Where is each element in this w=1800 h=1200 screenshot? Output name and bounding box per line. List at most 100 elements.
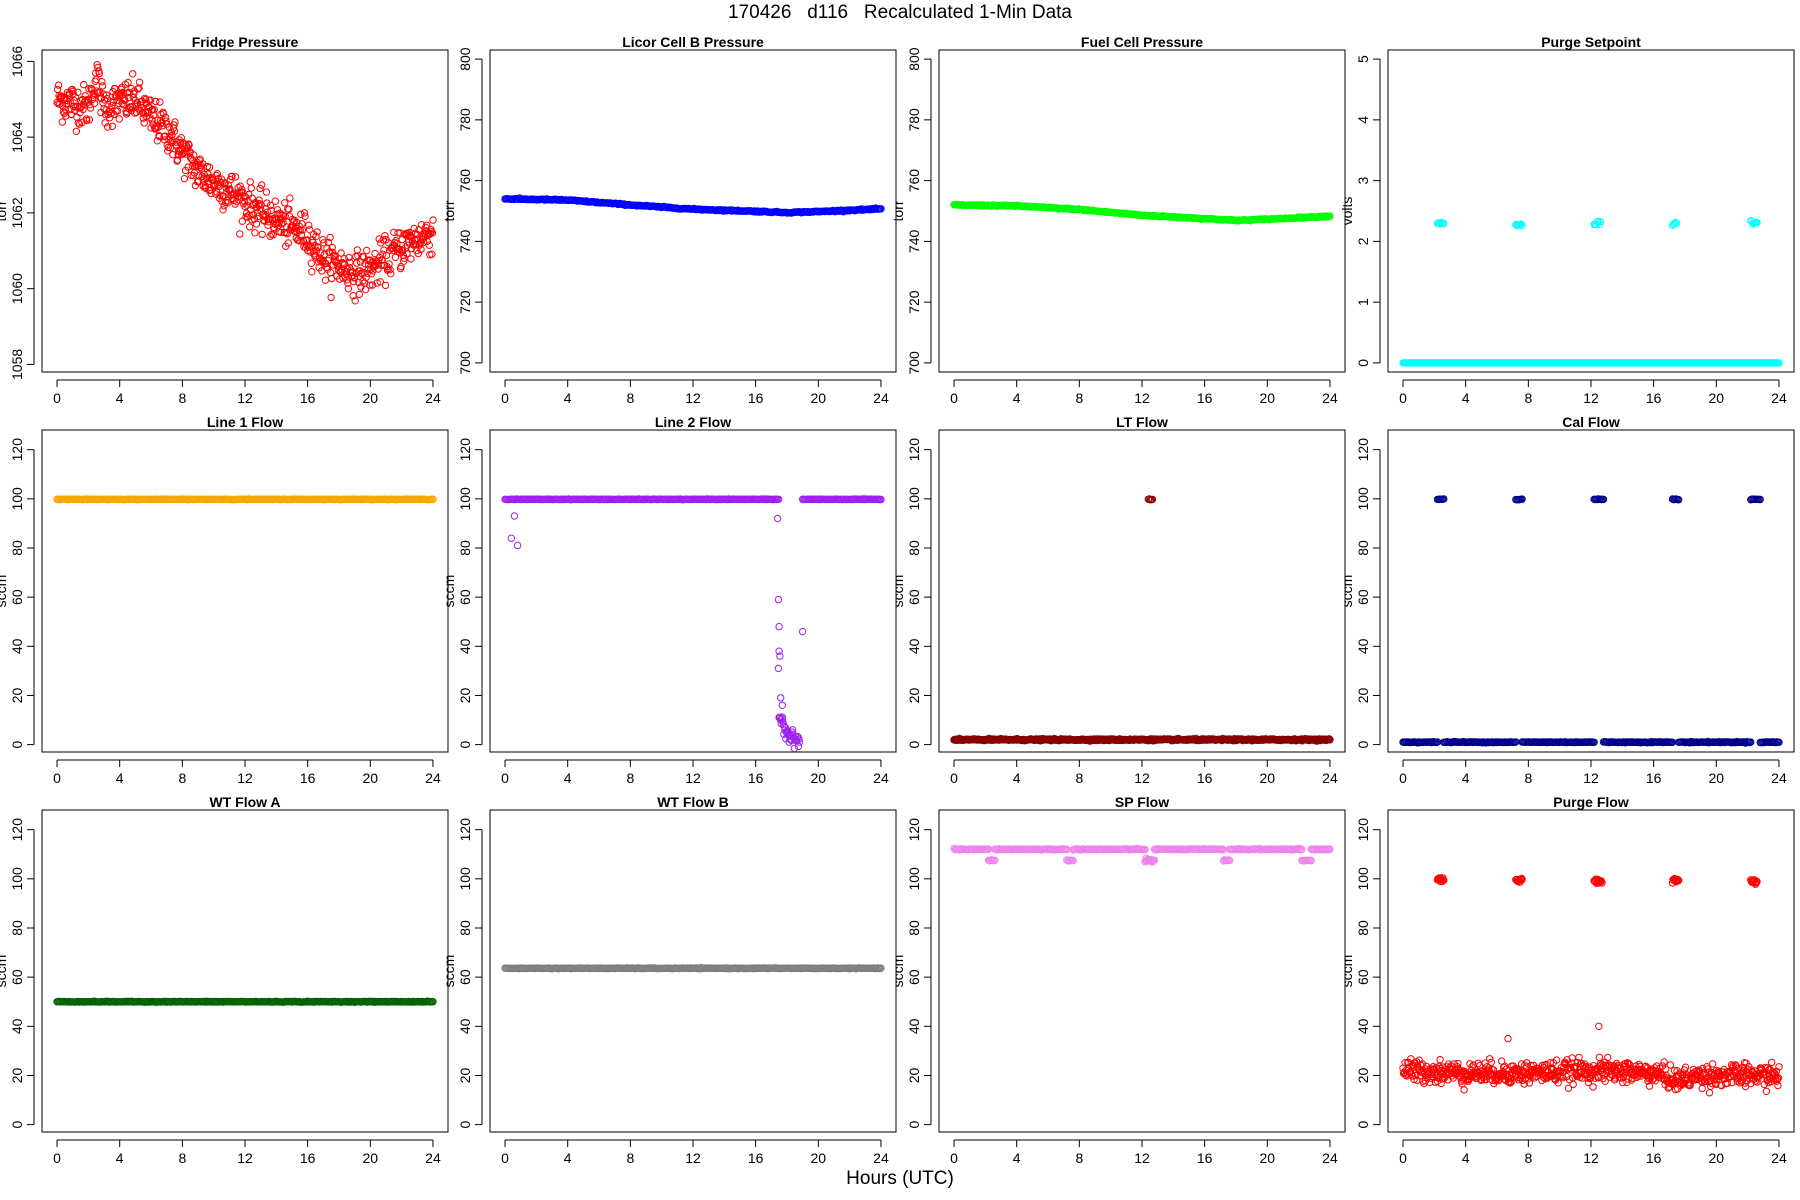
data-point [153,137,162,145]
data-point [269,231,277,239]
data-point [266,201,275,210]
data-point [241,202,249,211]
data-point [109,98,118,107]
data-point [320,239,328,247]
data-point [72,127,81,136]
data-point [128,102,136,111]
plot-frame [489,429,897,753]
y-tick-label: 760 [906,169,922,193]
data-point [417,245,425,254]
data-point [301,212,309,220]
data-point [124,93,133,102]
x-tick-label: 4 [564,1150,572,1166]
data-point [428,229,437,237]
data-point [877,495,885,504]
y-tick-label: 60 [457,969,473,985]
data-point [80,80,88,89]
data-point [790,744,798,753]
data-point [1596,217,1605,226]
data-point [255,196,263,204]
data-point [129,70,137,78]
y-tick-label: 20 [906,1067,922,1083]
data-point [309,238,317,247]
y-tick-label: 60 [906,969,922,985]
x-tick-label: 4 [116,770,124,786]
y-tick-label: 720 [906,290,922,314]
data-point [334,259,342,267]
y-tick-label: 700 [457,351,473,375]
data-point [224,199,232,207]
x-axis: 0 4 8 12 16 20 24 [501,379,889,406]
data-point [293,218,301,227]
data-point [58,118,66,126]
data-points [950,495,1334,745]
data-point [237,193,245,201]
data-point [794,742,803,750]
data-point [258,181,266,189]
y-tick-label: 20 [457,1067,473,1083]
data-point [238,217,247,225]
data-point [789,726,797,734]
x-tick-label: 8 [1524,390,1532,406]
x-tick-label: 4 [1013,1150,1021,1166]
x-tick-label: 24 [873,390,889,406]
x-tick-label: 0 [1399,390,1407,406]
x-tick-label: 16 [1646,390,1662,406]
data-point [366,281,374,289]
data-point [355,290,363,299]
x-tick-label: 0 [501,770,509,786]
data-point [313,228,321,236]
data-point [262,188,271,196]
y-tick-label: 2 [1355,237,1371,245]
x-tick-label: 4 [1462,390,1470,406]
data-point [246,178,254,186]
y-tick-label: 120 [9,438,25,462]
y-tick-label: 100 [1355,487,1371,511]
y-tick-label: 40 [906,1018,922,1034]
data-point [284,239,292,247]
data-point [205,163,214,172]
data-point [425,241,433,249]
y-axis-label: torr [441,200,457,221]
data-point [156,98,164,106]
y-tick-label: 740 [906,229,922,253]
x-axis: 0 4 8 12 16 20 24 [53,759,441,786]
y-axis-label: sccm [1339,575,1355,608]
y-tick-label: 60 [9,969,25,985]
x-tick-label: 0 [53,770,61,786]
data-point [158,118,166,127]
y-axis-label: sccm [0,575,9,608]
x-axis: 0 4 8 12 16 20 24 [950,1139,1338,1166]
data-point [350,273,359,282]
x-tick-label: 4 [564,390,572,406]
data-point [400,257,408,265]
y-tick-label: 20 [457,687,473,703]
data-points [1399,495,1783,747]
data-point [795,735,803,743]
y-axis-label: sccm [890,955,906,988]
data-point [369,267,377,275]
x-tick-label: 24 [1322,390,1338,406]
x-tick-label: 12 [1583,770,1599,786]
x-tick-label: 16 [748,390,764,406]
data-point [775,622,783,631]
y-tick-label: 120 [906,438,922,462]
x-tick-label: 12 [685,770,701,786]
panel-title: Fuel Cell Pressure [1081,34,1203,50]
x-tick-label: 4 [564,770,572,786]
data-point [403,250,411,258]
x-axis: 0 4 8 12 16 20 24 [950,759,1338,786]
x-axis: 0 4 8 12 16 20 24 [501,759,889,786]
data-point [59,108,67,116]
data-point [140,110,148,118]
data-point [263,199,271,207]
data-points [950,844,1334,866]
x-tick-label: 24 [1771,390,1787,406]
data-point [778,701,786,709]
